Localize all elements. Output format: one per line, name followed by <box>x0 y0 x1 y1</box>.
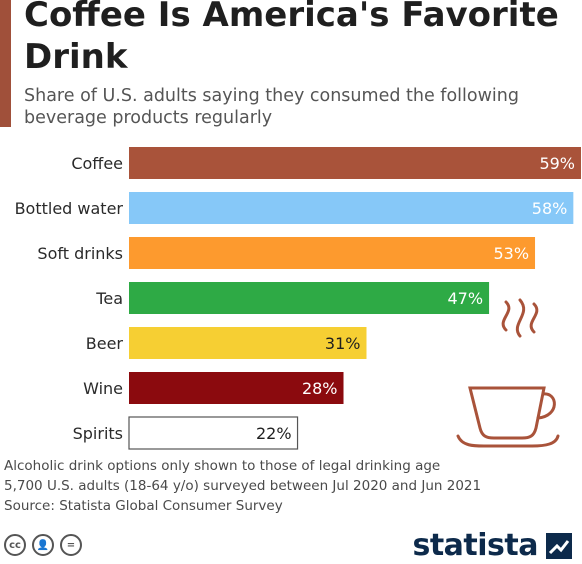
chart-subtitle: Share of U.S. adults saying they consume… <box>24 86 519 128</box>
note-sample: 5,700 U.S. adults (18-64 y/o) surveyed b… <box>4 478 482 494</box>
category-label: Coffee <box>71 154 123 173</box>
brand-name: statista <box>412 528 538 563</box>
bar-chart: Coffee 59% Bottled water 58% Soft drinks 53% T… <box>15 147 581 450</box>
category-label: Wine <box>83 379 123 398</box>
statista-mark-icon <box>546 532 572 559</box>
coffee-cup-icon <box>456 298 560 448</box>
category-label: Spirits <box>73 424 123 443</box>
bar-beer <box>129 327 367 359</box>
no-derivatives-icon[interactable]: = <box>60 534 82 556</box>
cc-icon[interactable]: cc <box>4 534 26 556</box>
value-label: 47% <box>448 289 484 308</box>
source-note: Source: Statista Global Consumer Survey <box>4 498 283 514</box>
value-label: 31% <box>325 334 361 353</box>
statista-logo[interactable]: statista <box>412 528 572 563</box>
bar-tea <box>129 282 490 314</box>
category-label: Tea <box>95 289 123 308</box>
value-label: 28% <box>302 379 338 398</box>
note-legal-age: Alcoholic drink options only shown to th… <box>4 458 441 474</box>
bar-bottled-water <box>129 192 574 224</box>
title-accent-bar <box>0 0 11 127</box>
chart-notes: Alcoholic drink options only shown to th… <box>4 456 564 516</box>
value-label: 58% <box>532 199 568 218</box>
category-label: Soft drinks <box>37 244 123 263</box>
bar-coffee <box>129 147 581 179</box>
value-label: 53% <box>493 244 529 263</box>
category-label: Bottled water <box>15 199 124 218</box>
bar-wine <box>129 372 344 404</box>
attribution-icon[interactable]: 👤 <box>32 534 54 556</box>
license-icons: cc 👤 = <box>4 534 82 556</box>
bar-spirits <box>128 416 299 450</box>
bar-soft-drinks <box>129 237 536 269</box>
chart-title: Coffee Is America's Favorite Drink <box>24 0 559 77</box>
value-label: 59% <box>539 154 575 173</box>
category-label: Beer <box>86 334 124 353</box>
value-label: 22% <box>256 424 292 443</box>
